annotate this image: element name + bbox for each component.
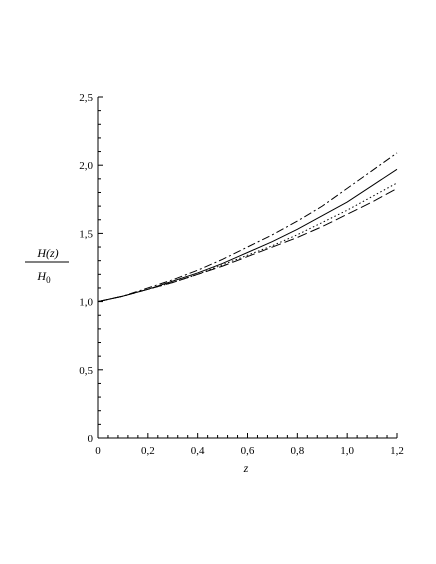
x-tick-label: 0,2	[141, 445, 155, 457]
series-line-longdash	[97, 187, 398, 303]
y-axis-label-denominator: H0	[36, 269, 51, 285]
series-line-dashdot	[97, 152, 398, 303]
y-axis-label-denominator-letter: H	[36, 269, 47, 283]
y-axis-label-denominator-subscript: 0	[46, 275, 51, 285]
y-tick-label: 1,0	[79, 297, 93, 309]
y-tick-label: 2,5	[79, 92, 93, 104]
x-tick-label: 0	[95, 445, 101, 457]
y-tick-label: 2,0	[79, 160, 93, 172]
y-axis-label-numerator: H(z)	[36, 246, 58, 260]
y-tick-label: 0,5	[79, 365, 93, 377]
y-axis-label-numerator-text: H(z)	[36, 246, 58, 260]
series-line-dotted	[97, 182, 398, 303]
x-tick-label: 0,4	[191, 445, 205, 457]
y-tick-label: 1,5	[79, 228, 93, 240]
y-axis-label: H(z) H0	[25, 246, 69, 285]
x-tick-label: 1,2	[390, 445, 404, 457]
x-tick-label: 0,6	[241, 445, 255, 457]
y-tick-label: 0	[88, 433, 94, 445]
x-tick-label: 0,8	[290, 445, 304, 457]
x-axis-label: z	[243, 461, 249, 475]
axes: 0 0,2 0,4 0,6 0,8 1,0 1,2 0 0,5 1,0 1,5 2,0 2,5	[79, 92, 404, 457]
series-line-solid	[97, 168, 398, 303]
series-layer	[97, 152, 398, 303]
x-tick-label: 1,0	[340, 445, 354, 457]
